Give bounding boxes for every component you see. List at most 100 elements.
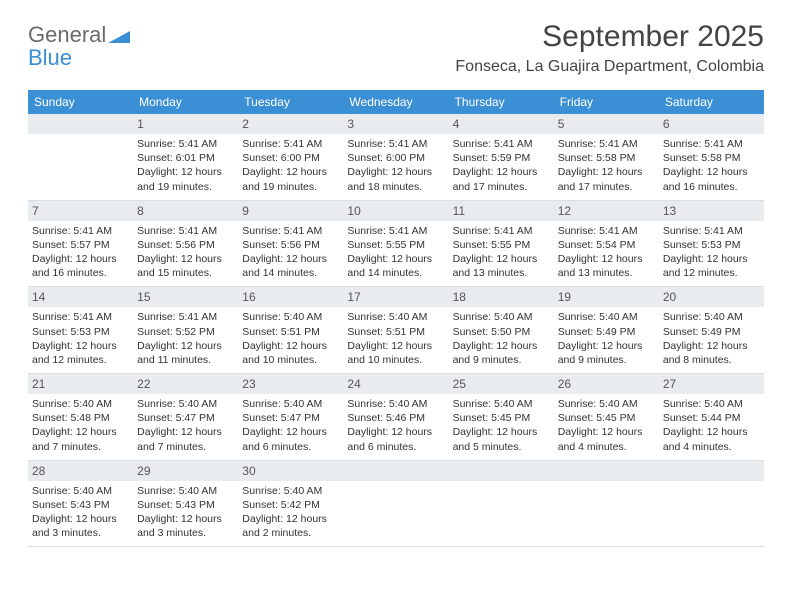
day-number: 14 bbox=[28, 287, 133, 307]
sunset-text: Sunset: 5:56 PM bbox=[242, 238, 339, 252]
calendar-cell: 20 Sunrise: 5:40 AMSunset: 5:49 PMDayligh… bbox=[659, 287, 764, 373]
calendar-cell bbox=[28, 114, 133, 200]
sunrise-text: Sunrise: 5:41 AM bbox=[347, 137, 444, 151]
day-info: Sunrise: 5:40 AMSunset: 5:46 PMDaylight:… bbox=[347, 397, 444, 454]
sunset-text: Sunset: 5:53 PM bbox=[663, 238, 760, 252]
sunrise-text: Sunrise: 5:40 AM bbox=[558, 397, 655, 411]
day-number: 19 bbox=[554, 287, 659, 307]
sunset-text: Sunset: 5:44 PM bbox=[663, 411, 760, 425]
sunrise-text: Sunrise: 5:41 AM bbox=[558, 224, 655, 238]
calendar-cell: 3Sunrise: 5:41 AMSunset: 6:00 PMDaylight… bbox=[343, 114, 448, 200]
sunrise-text: Sunrise: 5:40 AM bbox=[137, 484, 234, 498]
calendar-cell: 10 Sunrise: 5:41 AMSunset: 5:55 PMDayligh… bbox=[343, 201, 448, 287]
day-number: 12 bbox=[554, 201, 659, 221]
day-info: Sunrise: 5:41 AMSunset: 5:55 PMDaylight:… bbox=[453, 224, 550, 281]
day-info: Sunrise: 5:41 AMSunset: 5:57 PMDaylight:… bbox=[32, 224, 129, 281]
day-info: Sunrise: 5:40 AMSunset: 5:43 PMDaylight:… bbox=[137, 484, 234, 541]
daylight-text: Daylight: 12 hours and 19 minutes. bbox=[137, 165, 234, 193]
day-info: Sunrise: 5:41 AMSunset: 5:56 PMDaylight:… bbox=[242, 224, 339, 281]
day-info: Sunrise: 5:41 AMSunset: 6:01 PMDaylight:… bbox=[137, 137, 234, 194]
day-number: 21 bbox=[28, 374, 133, 394]
calendar-cell bbox=[554, 461, 659, 547]
calendar-cell: 28Sunrise: 5:40 AMSunset: 5:43 PMDayligh… bbox=[28, 461, 133, 547]
daylight-text: Daylight: 12 hours and 13 minutes. bbox=[558, 252, 655, 280]
day-info: Sunrise: 5:41 AMSunset: 5:58 PMDaylight:… bbox=[663, 137, 760, 194]
daylight-text: Daylight: 12 hours and 16 minutes. bbox=[663, 165, 760, 193]
daylight-text: Daylight: 12 hours and 4 minutes. bbox=[663, 425, 760, 453]
calendar-cell: 19Sunrise: 5:40 AMSunset: 5:49 PMDayligh… bbox=[554, 287, 659, 373]
calendar-week: 21Sunrise: 5:40 AMSunset: 5:48 PMDayligh… bbox=[28, 374, 764, 461]
day-number: 23 bbox=[238, 374, 343, 394]
calendar-cell: 8 Sunrise: 5:41 AMSunset: 5:56 PMDaylight… bbox=[133, 201, 238, 287]
day-number: 29 bbox=[133, 461, 238, 481]
sunrise-text: Sunrise: 5:40 AM bbox=[663, 397, 760, 411]
day-number: 4 bbox=[449, 114, 554, 134]
sunrise-text: Sunrise: 5:41 AM bbox=[32, 224, 129, 238]
daylight-text: Daylight: 12 hours and 2 minutes. bbox=[242, 512, 339, 540]
calendar-cell: 24Sunrise: 5:40 AMSunset: 5:46 PMDayligh… bbox=[343, 374, 448, 460]
day-info: Sunrise: 5:40 AMSunset: 5:45 PMDaylight:… bbox=[558, 397, 655, 454]
daylight-text: Daylight: 12 hours and 14 minutes. bbox=[242, 252, 339, 280]
calendar-cell: 6 Sunrise: 5:41 AMSunset: 5:58 PMDaylight… bbox=[659, 114, 764, 200]
day-info: Sunrise: 5:41 AMSunset: 6:00 PMDaylight:… bbox=[347, 137, 444, 194]
day-of-week-header: Sunday Monday Tuesday Wednesday Thursday… bbox=[28, 90, 764, 114]
daylight-text: Daylight: 12 hours and 13 minutes. bbox=[453, 252, 550, 280]
sunset-text: Sunset: 5:56 PM bbox=[137, 238, 234, 252]
sunrise-text: Sunrise: 5:40 AM bbox=[453, 397, 550, 411]
sunrise-text: Sunrise: 5:41 AM bbox=[453, 224, 550, 238]
day-number: 18 bbox=[449, 287, 554, 307]
calendar-cell: 2 Sunrise: 5:41 AMSunset: 6:00 PMDaylight… bbox=[238, 114, 343, 200]
sunset-text: Sunset: 6:01 PM bbox=[137, 151, 234, 165]
daylight-text: Daylight: 12 hours and 17 minutes. bbox=[453, 165, 550, 193]
calendar-cell: 17Sunrise: 5:40 AMSunset: 5:51 PMDayligh… bbox=[343, 287, 448, 373]
sunset-text: Sunset: 5:50 PM bbox=[453, 325, 550, 339]
calendar-cell: 9Sunrise: 5:41 AMSunset: 5:56 PMDaylight… bbox=[238, 201, 343, 287]
day-number: 2 bbox=[238, 114, 343, 134]
sunset-text: Sunset: 5:46 PM bbox=[347, 411, 444, 425]
daylight-text: Daylight: 12 hours and 7 minutes. bbox=[32, 425, 129, 453]
calendar-cell: 11Sunrise: 5:41 AMSunset: 5:55 PMDayligh… bbox=[449, 201, 554, 287]
daylight-text: Daylight: 12 hours and 15 minutes. bbox=[137, 252, 234, 280]
daylight-text: Daylight: 12 hours and 8 minutes. bbox=[663, 339, 760, 367]
day-info: Sunrise: 5:40 AMSunset: 5:49 PMDaylight:… bbox=[663, 310, 760, 367]
calendar-cell: 27Sunrise: 5:40 AMSunset: 5:44 PMDayligh… bbox=[659, 374, 764, 460]
daylight-text: Daylight: 12 hours and 10 minutes. bbox=[242, 339, 339, 367]
calendar-cell: 29 Sunrise: 5:40 AMSunset: 5:43 PMDayligh… bbox=[133, 461, 238, 547]
day-info: Sunrise: 5:41 AMSunset: 5:59 PMDaylight:… bbox=[453, 137, 550, 194]
calendar-cell: 23Sunrise: 5:40 AMSunset: 5:47 PMDayligh… bbox=[238, 374, 343, 460]
sunset-text: Sunset: 5:49 PM bbox=[663, 325, 760, 339]
calendar-cell: 16Sunrise: 5:40 AMSunset: 5:51 PMDayligh… bbox=[238, 287, 343, 373]
sunrise-text: Sunrise: 5:41 AM bbox=[347, 224, 444, 238]
dow-wed: Wednesday bbox=[343, 90, 448, 114]
day-info: Sunrise: 5:40 AMSunset: 5:42 PMDaylight:… bbox=[242, 484, 339, 541]
sunrise-text: Sunrise: 5:40 AM bbox=[558, 310, 655, 324]
day-number: 13 bbox=[659, 201, 764, 221]
sunset-text: Sunset: 5:49 PM bbox=[558, 325, 655, 339]
sunset-text: Sunset: 5:47 PM bbox=[242, 411, 339, 425]
day-info: Sunrise: 5:40 AMSunset: 5:43 PMDaylight:… bbox=[32, 484, 129, 541]
day-number: 6 bbox=[659, 114, 764, 134]
dow-tue: Tuesday bbox=[238, 90, 343, 114]
day-number: 8 bbox=[133, 201, 238, 221]
sunrise-text: Sunrise: 5:40 AM bbox=[137, 397, 234, 411]
daylight-text: Daylight: 12 hours and 17 minutes. bbox=[558, 165, 655, 193]
sunset-text: Sunset: 5:52 PM bbox=[137, 325, 234, 339]
sunset-text: Sunset: 5:55 PM bbox=[347, 238, 444, 252]
daylight-text: Daylight: 12 hours and 10 minutes. bbox=[347, 339, 444, 367]
calendar-cell: 15Sunrise: 5:41 AMSunset: 5:52 PMDayligh… bbox=[133, 287, 238, 373]
daylight-text: Daylight: 12 hours and 7 minutes. bbox=[137, 425, 234, 453]
day-number: 30 bbox=[238, 461, 343, 481]
sunrise-text: Sunrise: 5:41 AM bbox=[137, 224, 234, 238]
calendar-week: 1Sunrise: 5:41 AMSunset: 6:01 PMDaylight… bbox=[28, 114, 764, 201]
daylight-text: Daylight: 12 hours and 16 minutes. bbox=[32, 252, 129, 280]
dow-fri: Friday bbox=[554, 90, 659, 114]
calendar-cell: 1Sunrise: 5:41 AMSunset: 6:01 PMDaylight… bbox=[133, 114, 238, 200]
sunset-text: Sunset: 5:48 PM bbox=[32, 411, 129, 425]
day-info: Sunrise: 5:41 AMSunset: 5:55 PMDaylight:… bbox=[347, 224, 444, 281]
sunrise-text: Sunrise: 5:41 AM bbox=[137, 310, 234, 324]
day-number: 10 bbox=[343, 201, 448, 221]
day-info: Sunrise: 5:41 AMSunset: 6:00 PMDaylight:… bbox=[242, 137, 339, 194]
page-header: September 2025 Fonseca, La Guajira Depar… bbox=[28, 20, 764, 76]
day-number: 20 bbox=[659, 287, 764, 307]
calendar-cell: 12Sunrise: 5:41 AMSunset: 5:54 PMDayligh… bbox=[554, 201, 659, 287]
